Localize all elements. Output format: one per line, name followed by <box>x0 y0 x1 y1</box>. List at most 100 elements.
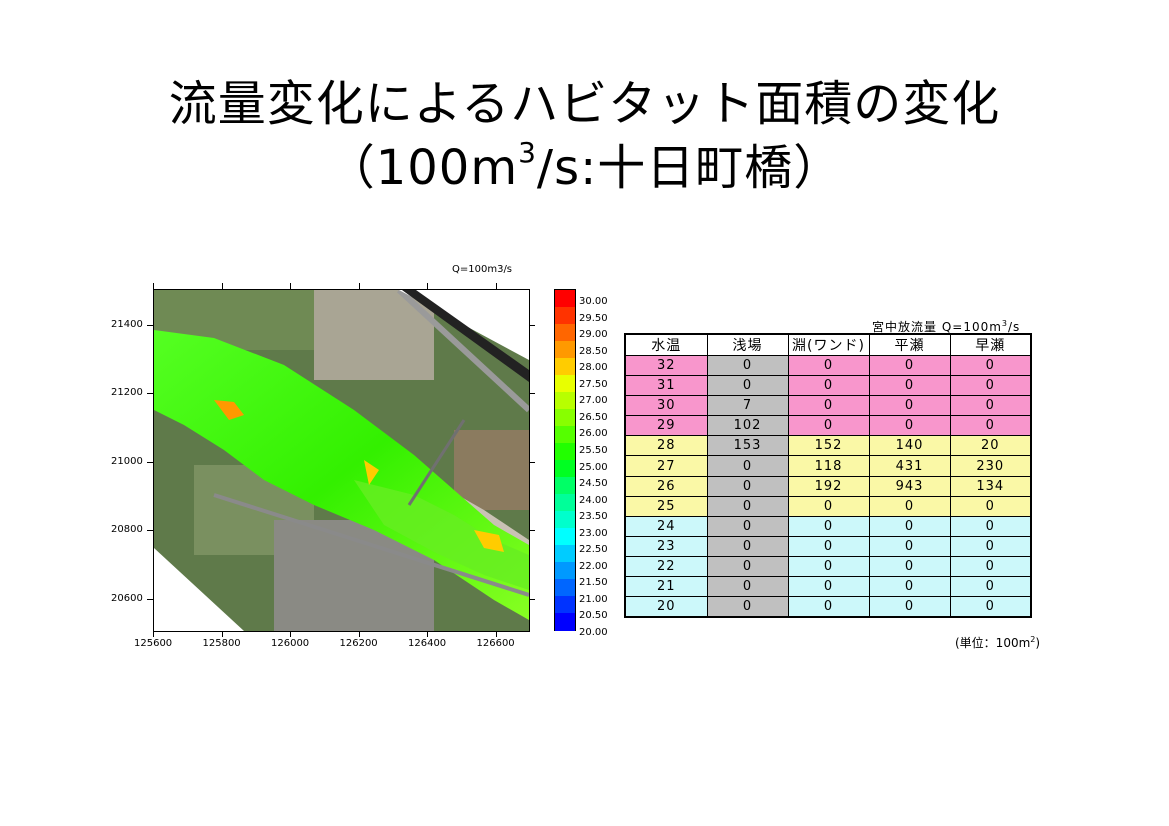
area-cell: 0 <box>787 495 870 517</box>
area-cell: 102 <box>706 415 789 437</box>
unit-prefix: (単位：100m <box>955 636 1031 650</box>
habitat-map <box>153 289 530 632</box>
y-tick <box>529 393 535 395</box>
area-cell: 230 <box>949 455 1032 477</box>
scale-swatch <box>555 562 575 580</box>
area-cell: 0 <box>706 576 789 598</box>
scale-label: 27.00 <box>579 395 608 407</box>
area-cell: 431 <box>868 455 951 477</box>
table-row: 30 7 0 0 0 <box>624 395 1032 417</box>
x-tick-label: 126200 <box>339 638 378 649</box>
caption-superscript: 3 <box>1001 319 1009 328</box>
area-cell: 0 <box>949 375 1032 397</box>
scale-label: 22.50 <box>579 544 608 556</box>
unit-note: (単位：100m2) <box>955 634 1040 651</box>
area-cell: 0 <box>868 395 951 417</box>
blank-corner <box>154 548 244 631</box>
scale-label: 26.50 <box>579 411 608 423</box>
x-tick <box>290 283 291 289</box>
caption-prefix: 宮中放流量 Q=100m <box>872 320 1002 334</box>
temp-cell: 32 <box>624 354 708 377</box>
area-cell: 118 <box>787 455 870 477</box>
area-cell: 0 <box>787 596 870 618</box>
area-cell: 0 <box>949 535 1032 557</box>
x-tick-label: 126400 <box>408 638 447 649</box>
area-cell: 0 <box>706 475 789 497</box>
y-tick-label: 21000 <box>111 455 143 467</box>
y-tick <box>147 461 153 463</box>
scale-swatch <box>555 290 575 308</box>
table-row: 29 102 0 0 0 <box>624 415 1032 437</box>
scale-swatch <box>555 392 575 410</box>
caption-suffix: /s <box>1008 320 1021 334</box>
scale-swatch <box>555 477 575 495</box>
scale-label: 22.00 <box>579 560 608 572</box>
area-cell: 0 <box>868 354 951 377</box>
header-flat-riffle: 平瀬 <box>868 333 951 356</box>
area-cell: 0 <box>787 395 870 417</box>
temp-cell: 25 <box>624 495 708 517</box>
temp-cell: 23 <box>624 535 708 557</box>
area-cell: 152 <box>787 435 870 457</box>
scale-swatch <box>555 443 575 461</box>
scale-label: 27.50 <box>579 378 608 390</box>
y-tick-label: 21200 <box>111 387 143 399</box>
temp-cell: 20 <box>624 596 708 618</box>
scale-label: 30.00 <box>579 296 608 307</box>
scale-label: 24.50 <box>579 478 608 490</box>
area-cell: 134 <box>949 475 1032 497</box>
area-cell: 20 <box>949 435 1032 457</box>
x-tick <box>153 631 154 637</box>
scale-swatch <box>555 375 575 393</box>
temp-cell: 29 <box>624 415 708 437</box>
area-cell: 0 <box>787 555 870 578</box>
area-cell: 0 <box>868 535 951 557</box>
x-tick-label: 126600 <box>476 638 515 649</box>
scale-label: 28.50 <box>579 345 608 357</box>
scale-label: 28.00 <box>579 362 608 374</box>
scale-swatch <box>555 409 575 427</box>
area-cell: 0 <box>949 515 1032 537</box>
area-cell: 0 <box>787 535 870 557</box>
header-water-temp: 水温 <box>624 333 708 356</box>
scale-label: 23.50 <box>579 511 608 523</box>
area-cell: 0 <box>706 354 789 377</box>
table-row: 24 0 0 0 0 <box>624 515 1032 537</box>
subtitle-superscript: 3 <box>518 136 537 169</box>
area-cell: 0 <box>949 495 1032 517</box>
area-cell: 0 <box>706 596 789 618</box>
scale-label: 25.00 <box>579 461 608 473</box>
table-row: 21 0 0 0 0 <box>624 576 1032 598</box>
scale-label: 25.50 <box>579 444 608 456</box>
x-tick <box>427 631 428 637</box>
x-tick-label: 125800 <box>202 638 241 649</box>
unit-superscript: 2 <box>1030 635 1036 644</box>
area-cell: 0 <box>787 415 870 437</box>
table-header-row: 水温 浅場 淵(ワンド) 平瀬 早瀬 <box>624 333 1032 356</box>
scale-swatch <box>555 341 575 359</box>
x-tick <box>427 283 428 289</box>
scale-swatch <box>555 545 575 563</box>
area-cell: 0 <box>949 576 1032 598</box>
table-caption: 宮中放流量 Q=100m3/s <box>872 318 1020 335</box>
x-tick <box>358 283 360 289</box>
y-tick <box>147 325 153 326</box>
temperature-color-scale <box>554 289 576 631</box>
y-tick <box>529 325 535 326</box>
x-tick-label: 125600 <box>134 638 173 649</box>
area-cell: 0 <box>949 354 1032 377</box>
y-tick <box>147 530 153 532</box>
scale-label: 23.00 <box>579 527 608 539</box>
y-tick <box>147 393 153 395</box>
area-cell: 140 <box>868 435 951 457</box>
table-row: 20 0 0 0 0 <box>624 596 1032 618</box>
warm-spot <box>214 400 244 420</box>
area-cell: 0 <box>949 415 1032 437</box>
area-cell: 0 <box>868 515 951 537</box>
area-cell: 0 <box>868 415 951 437</box>
y-tick <box>529 461 535 463</box>
area-cell: 0 <box>706 495 789 517</box>
warm-spot <box>474 530 504 552</box>
scale-swatch <box>555 324 575 342</box>
header-shallows: 浅場 <box>706 333 789 356</box>
